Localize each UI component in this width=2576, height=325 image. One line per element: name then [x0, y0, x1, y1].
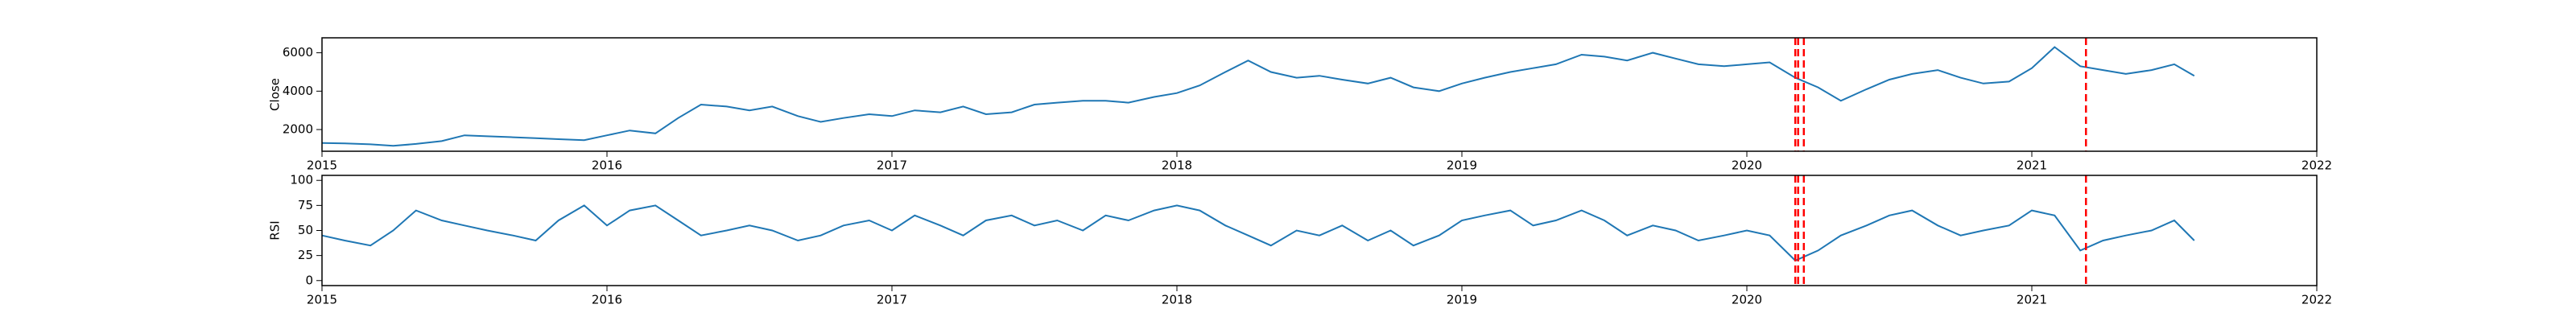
x-tick-label: 2017	[877, 293, 907, 307]
y-axis-label: RSI	[268, 220, 283, 240]
x-tick-label: 2019	[1447, 158, 1477, 173]
x-tick-label: 2022	[2301, 293, 2332, 307]
axes-frame	[321, 37, 2318, 152]
x-tick-label: 2016	[592, 158, 622, 173]
data-line	[321, 46, 2195, 147]
x-tick-label: 2018	[1162, 158, 1192, 173]
x-tick-label: 2020	[1732, 293, 1762, 307]
x-tick-label: 2016	[592, 293, 622, 307]
x-tick-label: 2015	[307, 293, 337, 307]
y-tick-label: 25	[298, 248, 313, 262]
x-tick-label: 2022	[2301, 158, 2332, 173]
y-tick-label: 6000	[283, 45, 313, 60]
y-tick-label: 2000	[283, 122, 313, 137]
y-tick-label: 75	[298, 198, 313, 212]
y-tick-label: 100	[290, 173, 313, 187]
y-tick-label: 50	[298, 223, 313, 237]
x-tick-label: 2018	[1162, 293, 1192, 307]
y-tick-label: 4000	[283, 84, 313, 98]
x-tick-label: 2020	[1732, 158, 1762, 173]
x-tick-label: 2015	[307, 158, 337, 173]
x-tick-label: 2021	[2017, 158, 2047, 173]
data-line	[321, 204, 2195, 262]
x-tick-label: 2017	[877, 158, 907, 173]
y-tick-label: 0	[305, 273, 313, 287]
x-tick-label: 2021	[2017, 293, 2047, 307]
x-tick-label: 2019	[1447, 293, 1477, 307]
axes-frame	[321, 175, 2318, 286]
y-axis-label: Close	[268, 78, 283, 111]
